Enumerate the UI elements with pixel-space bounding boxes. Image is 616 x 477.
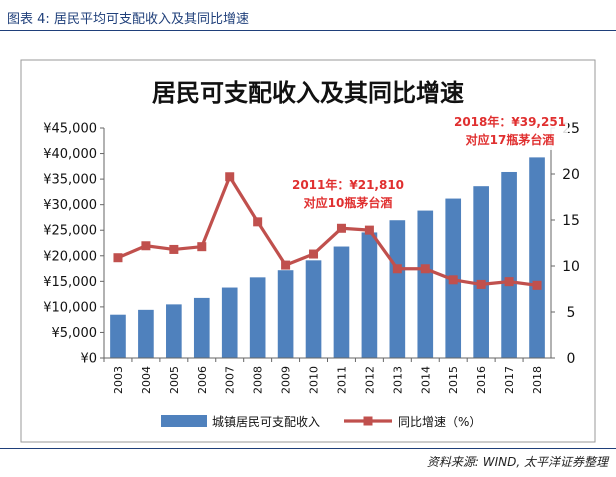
annotations: 2011年：¥21,810 对应10瓶茅台酒 2018年：¥39,251 对应17瓶茅… — [290, 112, 568, 213]
growth-line — [117, 175, 538, 287]
y-right-tick-label: 20 — [562, 167, 580, 183]
line-marker — [141, 241, 151, 251]
line-series — [113, 172, 542, 290]
legend-bar-label: 城镇居民可支配收入 — [212, 415, 320, 429]
figure-title: 图表 4: 居民平均可支配收入及其同比增速 — [7, 8, 249, 27]
legend-line-marker — [363, 416, 373, 426]
top-rule — [0, 30, 616, 31]
line-marker — [281, 260, 291, 270]
bar — [417, 210, 434, 358]
bar — [277, 270, 294, 358]
annotation-box — [452, 112, 568, 150]
y-left-tick-label: ¥15,000 — [43, 275, 97, 290]
bar — [166, 304, 182, 358]
x-tick-label: 2011 — [335, 366, 348, 394]
bar — [529, 157, 545, 358]
line-marker — [225, 172, 235, 182]
x-tick-label: 2014 — [419, 366, 432, 394]
legend: 城镇居民可支配收入 同比增速（%） — [161, 415, 481, 429]
bar — [305, 260, 322, 358]
x-tick-label: 2013 — [391, 366, 404, 394]
bar — [361, 232, 378, 358]
bar — [473, 186, 489, 358]
bar — [249, 277, 266, 358]
y-left-tick-label: ¥0 — [80, 352, 97, 367]
x-tick-label: 2004 — [140, 366, 153, 394]
bar — [501, 171, 517, 358]
y-right-tick-label: 5 — [567, 305, 576, 321]
x-tick-label: 2005 — [168, 366, 181, 394]
y-left-tick-label: ¥45,000 — [43, 122, 97, 137]
y-left-tick-label: ¥10,000 — [43, 300, 97, 315]
y-left-tick-label: ¥20,000 — [43, 249, 97, 264]
source-note: 资料来源: WIND, 太平洋证券整理 — [426, 455, 608, 469]
x-tick-label: 2009 — [280, 366, 293, 394]
bottom-rule — [0, 448, 616, 449]
line-marker — [420, 264, 430, 274]
annotation-line2: 对应17瓶茅台酒 — [466, 132, 555, 147]
figure-title-text: 居民平均可支配收入及其同比增速 — [53, 12, 249, 27]
line-marker — [504, 277, 514, 287]
x-tick-label: 2006 — [196, 366, 209, 394]
y-left-tick-label: ¥35,000 — [43, 173, 97, 188]
line-marker — [336, 223, 346, 233]
line-marker — [309, 249, 319, 259]
y-left-tick-label: ¥5,000 — [52, 326, 98, 341]
bar — [110, 314, 126, 358]
x-tick-label: 2015 — [447, 366, 460, 394]
line-marker — [392, 264, 402, 274]
line-marker — [476, 279, 486, 289]
line-marker — [197, 242, 207, 252]
y-left-tick-label: ¥25,000 — [43, 224, 97, 239]
bar — [193, 297, 210, 358]
x-tick-label: 2016 — [475, 366, 488, 394]
y-left-tick-label: ¥30,000 — [43, 198, 97, 213]
line-marker — [113, 253, 123, 263]
x-tick-label: 2018 — [531, 366, 544, 394]
y-right-tick-label: 10 — [562, 259, 580, 275]
legend-line-label: 同比增速（%） — [398, 415, 481, 429]
annotation-box — [290, 175, 406, 213]
line-marker — [448, 275, 458, 285]
y-right-tick-label: 0 — [567, 351, 576, 367]
annotation-line2: 对应10瓶茅台酒 — [304, 195, 393, 210]
figure-label: 图表 4: — [7, 12, 50, 27]
x-tick-label: 2003 — [112, 366, 125, 394]
chart-title: 居民可支配收入及其同比增速 — [152, 79, 464, 107]
bar-series — [110, 157, 545, 358]
bar — [138, 309, 154, 358]
line-marker — [253, 217, 263, 227]
bar — [221, 287, 238, 358]
y-right-tick-label: 15 — [562, 213, 580, 229]
line-marker — [169, 244, 179, 254]
x-tick-label: 2007 — [224, 366, 237, 394]
bar — [333, 246, 350, 358]
x-tick-label: 2008 — [252, 366, 265, 394]
bar — [389, 220, 406, 358]
axes: ¥0 ¥5,000 ¥10,000 ¥15,000 ¥20,000 ¥25,000 ¥30,… — [43, 121, 580, 394]
line-marker — [532, 280, 542, 290]
x-tick-label: 2010 — [308, 366, 321, 394]
legend-bar-swatch — [161, 415, 207, 427]
annotation-line1: 2018年：¥39,251 — [454, 114, 566, 129]
line-marker — [364, 225, 374, 235]
y-left-tick-label: ¥40,000 — [43, 147, 97, 162]
x-tick-label: 2017 — [503, 366, 516, 394]
x-tick-label: 2012 — [363, 366, 376, 394]
annotation-line1: 2011年：¥21,810 — [292, 177, 404, 192]
